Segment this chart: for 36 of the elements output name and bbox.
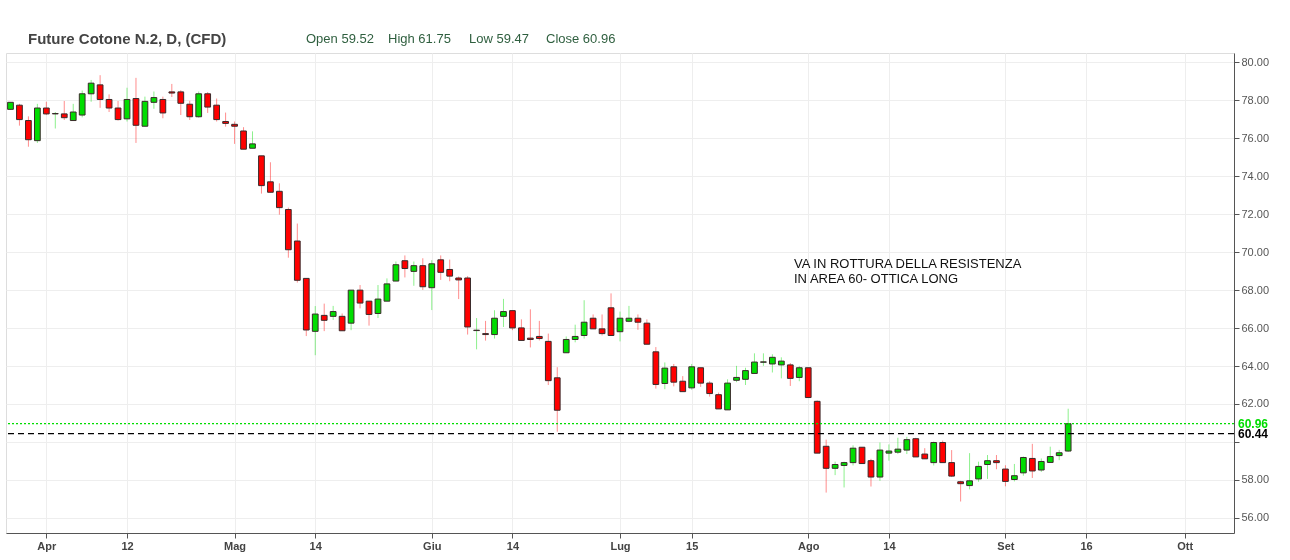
- y-tick-label: 62.00: [1241, 397, 1270, 410]
- candlestick: [885, 443, 893, 462]
- y-tick-label: 56.00: [1241, 511, 1270, 524]
- y-tick-label: 68.00: [1241, 283, 1270, 296]
- y-tick-label: 66.00: [1241, 321, 1270, 334]
- candlestick: [831, 461, 839, 476]
- text: Open 59.52: [306, 31, 374, 46]
- x-tick-label: Giu: [423, 539, 442, 552]
- x-tick-label: Set: [997, 539, 1015, 552]
- y-tick-label: 72.00: [1241, 207, 1270, 220]
- x-tick-label: Ago: [798, 539, 820, 552]
- candlestick: [150, 91, 158, 110]
- x-tick-label: Lug: [610, 539, 631, 552]
- chart-title: Future Cotone N.2, D, (CFD): [28, 30, 227, 47]
- x-tick-label: 16: [1080, 539, 1093, 552]
- x-tick-label: 12: [121, 539, 134, 552]
- candlestick: [894, 437, 902, 455]
- x-tick-label: Ott: [1177, 539, 1194, 552]
- text: Low 59.47: [469, 31, 529, 46]
- y-tick-label: 78.00: [1241, 93, 1270, 106]
- text: High 61.75: [388, 31, 451, 46]
- annotation: VA IN ROTTURA DELLA RESISTENZA IN AREA 60- OTTICA LONG: [794, 256, 1022, 286]
- y-tick-label: 80.00: [1241, 55, 1270, 68]
- y-tick-label: 76.00: [1241, 131, 1270, 144]
- text: Close 60.96: [546, 31, 616, 46]
- x-tick-label: 14: [309, 539, 323, 552]
- y-tick-label: 58.00: [1241, 473, 1270, 486]
- x-tick-label: Apr: [37, 539, 58, 552]
- candlestick: [634, 313, 642, 331]
- x-tick-label: 15: [686, 539, 699, 552]
- y-tick-label: 74.00: [1241, 169, 1270, 182]
- y-tick-label: 64.00: [1241, 359, 1270, 372]
- x-tick-label: 14: [883, 539, 897, 552]
- y-tick-label: 70.00: [1241, 245, 1270, 258]
- x-tick-label: 14: [506, 539, 520, 552]
- x-tick-label: Mag: [224, 539, 247, 552]
